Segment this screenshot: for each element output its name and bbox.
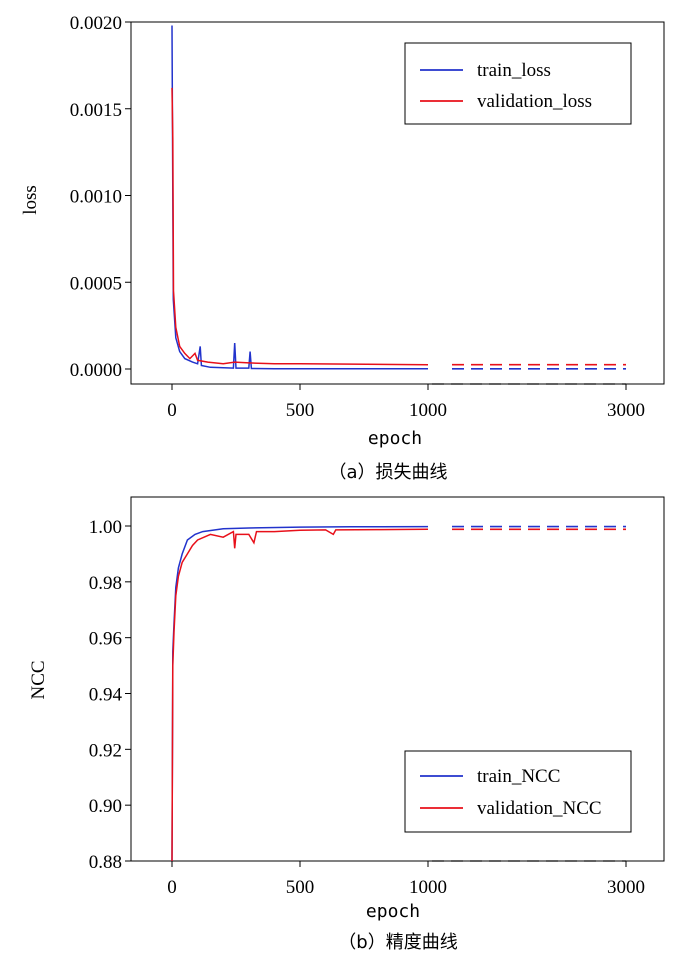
ncc-y-tick-label: 0.92: [89, 740, 122, 761]
ncc-y-tick-label: 0.94: [89, 685, 123, 706]
ncc-series-group: [171, 525, 626, 862]
ncc-caption: （b）精度曲线: [338, 932, 457, 953]
ncc-legend-box: [404, 750, 632, 833]
ncc-y-axis-label: NCC: [28, 660, 49, 699]
loss-y-tick-label: 0.0015: [70, 100, 122, 121]
ncc-x-tick-label: 3000: [607, 877, 645, 898]
loss-x-tick-label: 0: [167, 400, 177, 421]
legend-label-validation-loss: validation_loss: [477, 91, 592, 112]
loss-series-line-validation-loss: [171, 87, 429, 366]
ncc-x-tick-label: 500: [286, 877, 315, 898]
legend-label-train-loss: train_loss: [477, 60, 551, 81]
loss-chart: 0.0000 0.0005 0.0010 0.0015 0.0020 0 500 1000 30…: [20, 13, 665, 483]
legend-label-train-ncc: train_NCC: [477, 766, 560, 787]
ncc-x-tick-label: 1000: [409, 877, 447, 898]
loss-axis-ticks: 0.0000 0.0005 0.0010 0.0015 0.0020 0 500 1000 30…: [70, 13, 645, 421]
loss-y-tick-label: 0.0010: [70, 187, 122, 208]
ncc-y-tick-label: 0.96: [89, 629, 122, 650]
ncc-y-tick-label: 1.00: [89, 517, 122, 538]
loss-y-tick-label: 0.0005: [70, 273, 122, 294]
ncc-series-line-train-NCC: [171, 525, 429, 862]
loss-y-axis-label: loss: [20, 185, 41, 215]
loss-caption: （a）损失曲线: [328, 462, 447, 483]
loss-y-tick-label: 0.0000: [70, 360, 122, 381]
ncc-legend: train_NCC validation_NCC: [404, 750, 632, 833]
ncc-chart: 0.88 0.90 0.92 0.94 0.96 0.98 1.00 0 500 1000 3000…: [28, 496, 665, 953]
ncc-y-tick-label: 0.90: [89, 796, 122, 817]
loss-series-group: [171, 25, 626, 370]
loss-legend: train_loss validation_loss: [404, 42, 632, 125]
ncc-plot-frame: [130, 496, 665, 862]
legend-label-validation-ncc: validation_NCC: [477, 798, 602, 819]
loss-x-tick-label: 3000: [607, 400, 645, 421]
ncc-y-tick-label: 0.88: [89, 852, 122, 873]
ncc-y-tick-label: 0.98: [89, 573, 122, 594]
loss-series-line-train-loss: [171, 25, 428, 370]
ncc-axis-ticks: 0.88 0.90 0.92 0.94 0.96 0.98 1.00 0 500 1000 3000: [89, 517, 645, 898]
loss-x-tick-label: 1000: [409, 400, 447, 421]
ncc-x-tick-label: 0: [167, 877, 177, 898]
ncc-series-line-validation-NCC: [171, 528, 429, 862]
loss-x-tick-label: 500: [286, 400, 315, 421]
loss-legend-box: [404, 42, 632, 125]
loss-y-tick-label: 0.0020: [70, 13, 122, 34]
ncc-x-axis-label: epoch: [366, 901, 420, 922]
loss-plot-frame: [130, 21, 665, 385]
loss-x-axis-label: epoch: [368, 428, 422, 449]
